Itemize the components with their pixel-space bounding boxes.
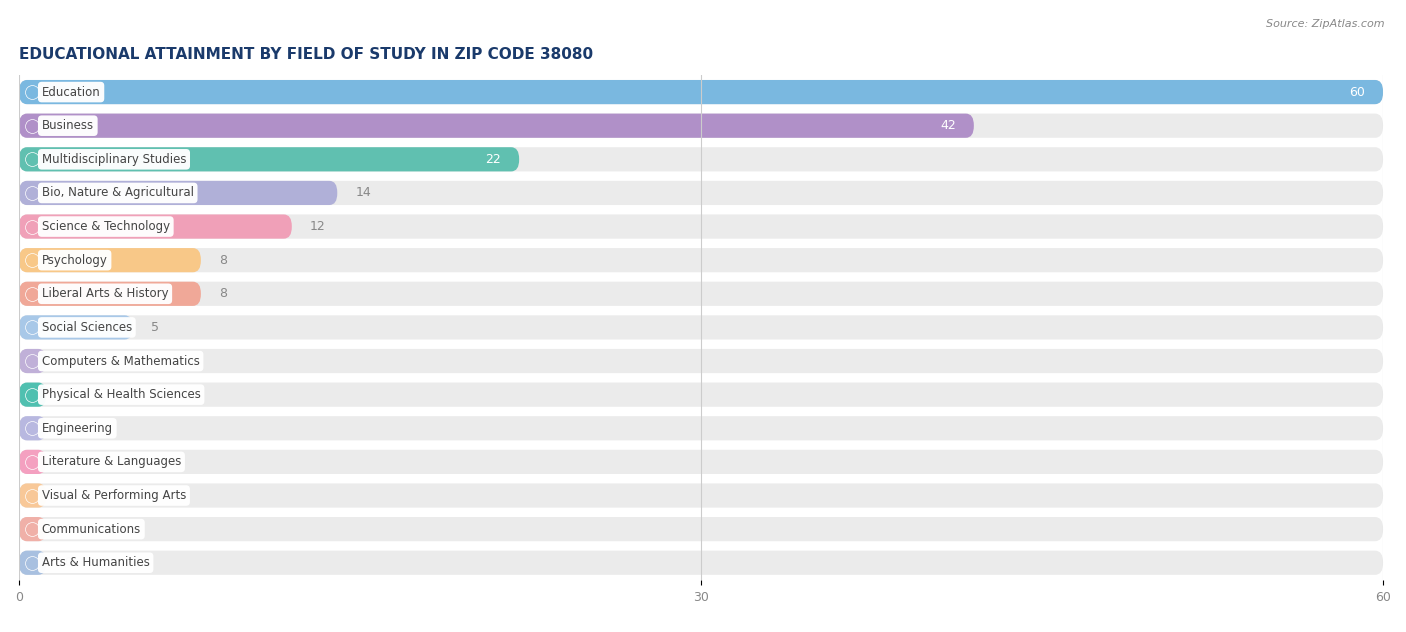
Text: Engineering: Engineering [42, 422, 112, 435]
Text: 0: 0 [65, 355, 73, 368]
FancyBboxPatch shape [20, 450, 1384, 474]
FancyBboxPatch shape [20, 147, 519, 171]
FancyBboxPatch shape [20, 214, 292, 239]
FancyBboxPatch shape [20, 181, 337, 205]
Text: Literature & Languages: Literature & Languages [42, 456, 181, 468]
FancyBboxPatch shape [20, 315, 1384, 339]
Text: EDUCATIONAL ATTAINMENT BY FIELD OF STUDY IN ZIP CODE 38080: EDUCATIONAL ATTAINMENT BY FIELD OF STUDY… [20, 47, 593, 61]
FancyBboxPatch shape [20, 416, 46, 441]
Text: Bio, Nature & Agricultural: Bio, Nature & Agricultural [42, 186, 194, 200]
Text: 5: 5 [150, 321, 159, 334]
FancyBboxPatch shape [20, 315, 132, 339]
Text: 14: 14 [356, 186, 371, 200]
Text: Liberal Arts & History: Liberal Arts & History [42, 288, 169, 300]
FancyBboxPatch shape [20, 80, 1384, 104]
Text: 42: 42 [939, 119, 956, 132]
FancyBboxPatch shape [20, 114, 1384, 138]
FancyBboxPatch shape [20, 550, 46, 575]
Text: Source: ZipAtlas.com: Source: ZipAtlas.com [1267, 19, 1385, 29]
FancyBboxPatch shape [20, 483, 46, 507]
Text: 0: 0 [65, 523, 73, 536]
Text: 0: 0 [65, 456, 73, 468]
Text: Physical & Health Sciences: Physical & Health Sciences [42, 388, 201, 401]
FancyBboxPatch shape [20, 147, 1384, 171]
Text: Communications: Communications [42, 523, 141, 536]
FancyBboxPatch shape [20, 248, 201, 272]
FancyBboxPatch shape [20, 80, 1384, 104]
Text: Multidisciplinary Studies: Multidisciplinary Studies [42, 153, 186, 166]
Text: 0: 0 [65, 422, 73, 435]
FancyBboxPatch shape [20, 382, 1384, 407]
Text: 0: 0 [65, 556, 73, 569]
Text: 12: 12 [309, 220, 326, 233]
FancyBboxPatch shape [20, 517, 46, 541]
Text: 0: 0 [65, 489, 73, 502]
FancyBboxPatch shape [20, 450, 46, 474]
FancyBboxPatch shape [20, 214, 1384, 239]
Text: 22: 22 [485, 153, 501, 166]
Text: 0: 0 [65, 388, 73, 401]
Text: 60: 60 [1348, 85, 1365, 99]
FancyBboxPatch shape [20, 349, 1384, 373]
Text: Arts & Humanities: Arts & Humanities [42, 556, 149, 569]
Text: Visual & Performing Arts: Visual & Performing Arts [42, 489, 186, 502]
Text: Science & Technology: Science & Technology [42, 220, 170, 233]
FancyBboxPatch shape [20, 416, 1384, 441]
Text: Computers & Mathematics: Computers & Mathematics [42, 355, 200, 368]
FancyBboxPatch shape [20, 349, 46, 373]
FancyBboxPatch shape [20, 382, 46, 407]
FancyBboxPatch shape [20, 483, 1384, 507]
FancyBboxPatch shape [20, 550, 1384, 575]
Text: Psychology: Psychology [42, 253, 108, 267]
Text: Education: Education [42, 85, 100, 99]
Text: Business: Business [42, 119, 94, 132]
FancyBboxPatch shape [20, 248, 1384, 272]
FancyBboxPatch shape [20, 181, 1384, 205]
Text: 8: 8 [219, 253, 226, 267]
FancyBboxPatch shape [20, 114, 974, 138]
FancyBboxPatch shape [20, 282, 201, 306]
Text: 8: 8 [219, 288, 226, 300]
FancyBboxPatch shape [20, 282, 1384, 306]
FancyBboxPatch shape [20, 517, 1384, 541]
Text: Social Sciences: Social Sciences [42, 321, 132, 334]
